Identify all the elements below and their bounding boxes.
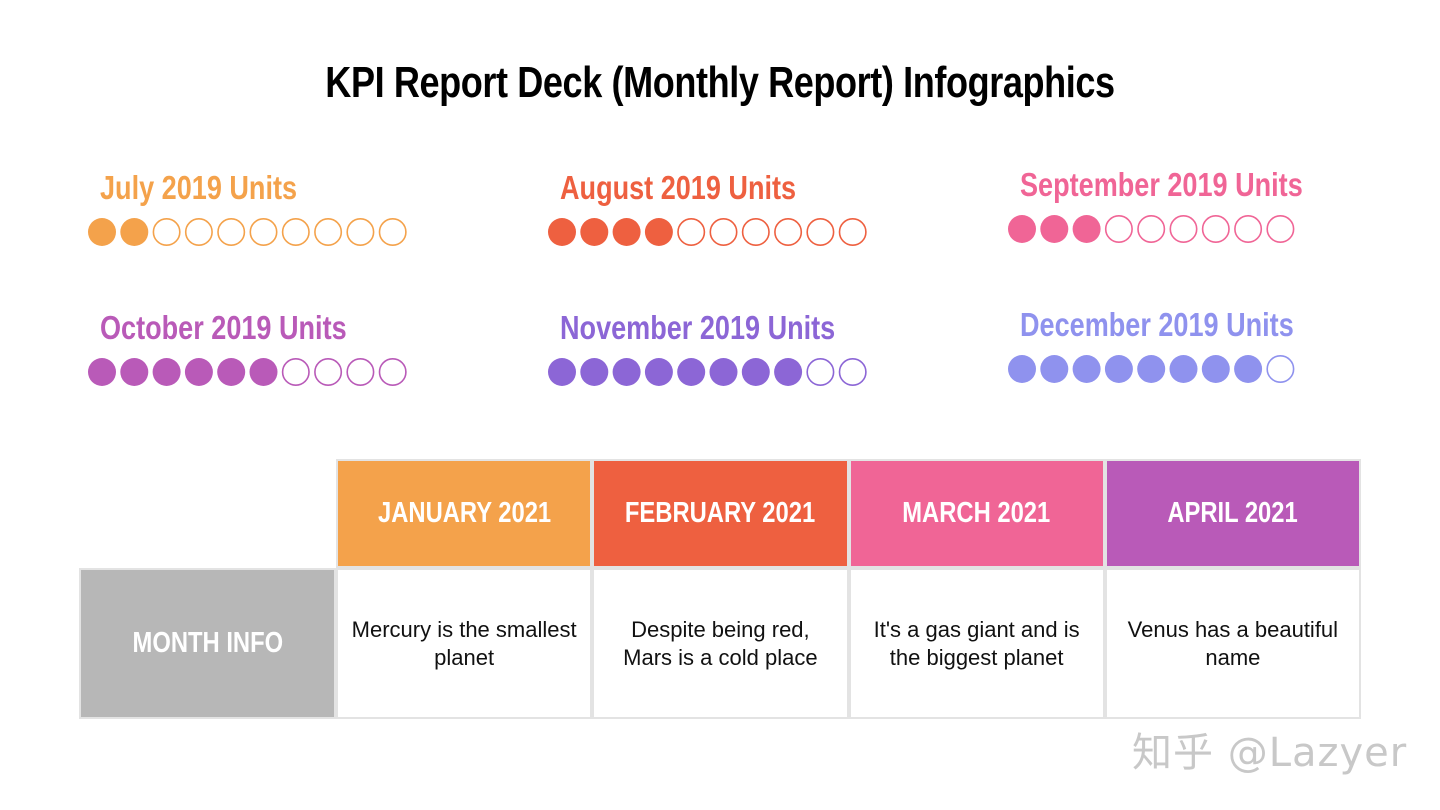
kpi-dot-filled bbox=[1072, 355, 1101, 383]
table-cell: Mercury is the smallest planet bbox=[336, 568, 593, 719]
kpi-dot-filled bbox=[677, 358, 706, 386]
column-header-label: APRIL 2021 bbox=[1167, 497, 1299, 529]
kpi-dot-filled bbox=[1008, 355, 1036, 383]
kpi-dot-filled bbox=[612, 218, 641, 246]
month-info-table: MONTH INFO JANUARY 2021 Mercury is the sma… bbox=[79, 459, 1361, 719]
kpi-dot-empty bbox=[1169, 215, 1198, 243]
kpi-dot-filled bbox=[548, 218, 576, 246]
kpi-dot-filled bbox=[1234, 355, 1263, 383]
kpi-dot-empty bbox=[378, 218, 407, 246]
kpi-dot-empty bbox=[806, 218, 835, 246]
kpi-label: August 2019 Units bbox=[560, 169, 797, 206]
kpi-label: November 2019 Units bbox=[560, 309, 836, 346]
kpi-dot-empty bbox=[1137, 215, 1166, 243]
kpi-dot-empty bbox=[1266, 215, 1295, 243]
column-header: MARCH 2021 bbox=[848, 459, 1105, 568]
kpi-dot-row bbox=[88, 218, 407, 246]
kpi-dot-filled bbox=[774, 358, 803, 386]
row-header-month-info: MONTH INFO bbox=[79, 568, 336, 719]
column-header: FEBRUARY 2021 bbox=[592, 459, 849, 568]
kpi-dot-empty bbox=[774, 218, 803, 246]
kpi-block: September 2019 Units bbox=[1006, 165, 1366, 245]
kpi-dot-empty bbox=[217, 218, 246, 246]
kpi-label: July 2019 Units bbox=[100, 169, 298, 206]
kpi-dot-filled bbox=[709, 358, 738, 386]
kpi-dot-empty bbox=[1201, 215, 1230, 243]
kpi-dot-filled bbox=[88, 218, 116, 246]
kpi-dot-filled bbox=[644, 358, 673, 386]
kpi-dot-filled bbox=[548, 358, 576, 386]
kpi-dot-filled bbox=[249, 358, 278, 386]
kpi-dot-empty bbox=[346, 218, 375, 246]
kpi-block: October 2019 Units bbox=[86, 308, 446, 388]
kpi-block: August 2019 Units bbox=[546, 168, 906, 248]
kpi-dot-filled bbox=[184, 358, 213, 386]
page-title: KPI Report Deck (Monthly Report) Infogra… bbox=[325, 58, 1115, 107]
kpi-label: October 2019 Units bbox=[100, 309, 347, 346]
kpi-dot-empty bbox=[314, 358, 343, 386]
table-cell: Venus has a beautiful name bbox=[1104, 568, 1361, 719]
kpi-dot-filled bbox=[1008, 215, 1036, 243]
kpi-dot-empty bbox=[378, 358, 407, 386]
kpi-block: December 2019 Units bbox=[1006, 305, 1366, 385]
kpi-dot-filled bbox=[580, 218, 609, 246]
kpi-dot-empty bbox=[741, 218, 770, 246]
kpi-dot-filled bbox=[120, 358, 149, 386]
kpi-dot-filled bbox=[1072, 215, 1101, 243]
kpi-block: July 2019 Units bbox=[86, 168, 446, 248]
watermark: 知乎 @Lazyer bbox=[1132, 730, 1408, 776]
column-header: APRIL 2021 bbox=[1104, 459, 1361, 568]
column-header: JANUARY 2021 bbox=[336, 459, 593, 568]
kpi-dot-row bbox=[548, 218, 867, 246]
kpi-label: December 2019 Units bbox=[1020, 306, 1294, 343]
column-header-label: MARCH 2021 bbox=[902, 497, 1051, 529]
kpi-dot-filled bbox=[1040, 355, 1069, 383]
kpi-dot-filled bbox=[1040, 215, 1069, 243]
kpi-dot-filled bbox=[217, 358, 246, 386]
kpi-dot-filled bbox=[741, 358, 770, 386]
kpi-block: November 2019 Units bbox=[546, 308, 906, 388]
kpi-dot-filled bbox=[1104, 355, 1133, 383]
kpi-dot-filled bbox=[644, 218, 673, 246]
kpi-dot-empty bbox=[152, 218, 181, 246]
kpi-dot-empty bbox=[249, 218, 278, 246]
kpi-dot-empty bbox=[281, 358, 310, 386]
kpi-dot-empty bbox=[677, 218, 706, 246]
table-cell: It's a gas giant and is the biggest plan… bbox=[848, 568, 1105, 719]
kpi-dot-row bbox=[1008, 215, 1295, 243]
kpi-dot-row bbox=[548, 358, 867, 386]
kpi-dot-filled bbox=[580, 358, 609, 386]
kpi-dot-empty bbox=[281, 218, 310, 246]
kpi-dot-empty bbox=[1266, 355, 1295, 383]
kpi-dot-filled bbox=[1137, 355, 1166, 383]
column-header-label: JANUARY 2021 bbox=[377, 497, 551, 529]
kpi-dot-empty bbox=[709, 218, 738, 246]
kpi-dot-empty bbox=[184, 218, 213, 246]
kpi-dot-filled bbox=[152, 358, 181, 386]
kpi-dot-row bbox=[1008, 355, 1295, 383]
kpi-dot-empty bbox=[806, 358, 835, 386]
kpi-dot-filled bbox=[88, 358, 116, 386]
kpi-dot-filled bbox=[120, 218, 149, 246]
table-cell: Despite being red, Mars is a cold place bbox=[592, 568, 849, 719]
kpi-label: September 2019 Units bbox=[1020, 166, 1303, 203]
column-header-label: FEBRUARY 2021 bbox=[625, 497, 816, 529]
kpi-dot-filled bbox=[1169, 355, 1198, 383]
kpi-dot-row bbox=[88, 358, 407, 386]
kpi-dot-empty bbox=[346, 358, 375, 386]
kpi-dot-empty bbox=[1234, 215, 1263, 243]
row-header-label: MONTH INFO bbox=[132, 627, 283, 659]
kpi-dot-empty bbox=[1104, 215, 1133, 243]
kpi-dot-filled bbox=[1201, 355, 1230, 383]
kpi-dot-filled bbox=[612, 358, 641, 386]
kpi-dot-empty bbox=[838, 358, 867, 386]
kpi-dot-empty bbox=[838, 218, 867, 246]
kpi-dot-empty bbox=[314, 218, 343, 246]
